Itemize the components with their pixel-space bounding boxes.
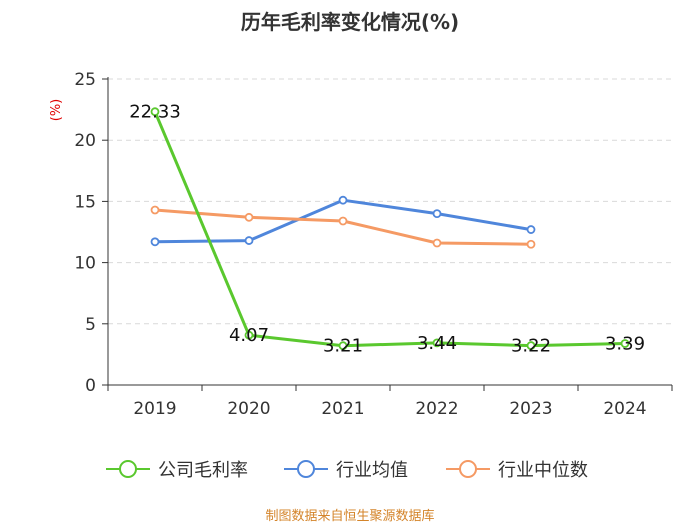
series-line — [154, 208, 532, 246]
legend-label: 行业均值 — [336, 460, 408, 481]
data-labels: 22.33 4.07 3.21 3.44 3.22 3.39 — [129, 102, 645, 357]
data-label: 4.07 — [229, 325, 269, 346]
series-line — [153, 111, 626, 348]
x-tick-label: 2019 — [133, 399, 176, 419]
legend-marker — [459, 460, 477, 478]
data-point — [526, 225, 536, 234]
legend: 公司毛利率 行业均值 行业中位数 — [106, 460, 588, 481]
x-tick-label: 2023 — [509, 399, 552, 419]
data-point — [432, 209, 442, 219]
data-point — [432, 238, 442, 248]
x-tick-label: 2021 — [321, 399, 364, 419]
y-tick-label: 15 — [74, 192, 96, 212]
axes: 0 5 10 15 20 25 2019 2020 2021 2022 2023 2024 — [74, 70, 673, 419]
y-tick-label: 25 — [74, 70, 96, 90]
data-point — [150, 107, 160, 117]
data-point — [432, 338, 442, 348]
y-tick-label: 20 — [74, 131, 96, 151]
y-tick-label: 5 — [85, 315, 96, 335]
data-point — [150, 237, 160, 247]
legend-label: 公司毛利率 — [158, 460, 248, 481]
x-tick-label: 2020 — [227, 399, 270, 419]
source-note: 制图数据来自恒生聚源数据库 — [265, 508, 434, 524]
data-point — [244, 212, 254, 222]
legend-marker — [119, 460, 137, 478]
series-layer — [150, 107, 630, 351]
data-label: 22.33 — [129, 102, 181, 123]
gridlines — [108, 78, 672, 325]
data-label: 3.44 — [417, 333, 457, 354]
data-point — [244, 236, 254, 245]
data-point — [526, 341, 536, 350]
data-label: 3.22 — [511, 336, 551, 357]
y-tick-label: 10 — [74, 254, 96, 274]
y-axis-label: (%) — [49, 99, 64, 122]
y-tick-label: 0 — [85, 376, 96, 396]
data-point — [150, 205, 160, 215]
data-point — [338, 216, 348, 226]
data-point — [526, 239, 536, 249]
data-point — [244, 330, 254, 340]
data-point — [620, 339, 630, 348]
data-point — [338, 195, 348, 205]
data-label: 3.39 — [605, 334, 645, 355]
data-point — [338, 341, 348, 351]
legend-label: 行业中位数 — [498, 460, 588, 481]
legend-marker — [297, 460, 315, 478]
data-label: 3.21 — [323, 336, 363, 357]
x-tick-label: 2024 — [603, 399, 646, 419]
x-tick-label: 2022 — [415, 399, 458, 419]
chart-title: 历年毛利率变化情况(%) — [241, 10, 459, 34]
